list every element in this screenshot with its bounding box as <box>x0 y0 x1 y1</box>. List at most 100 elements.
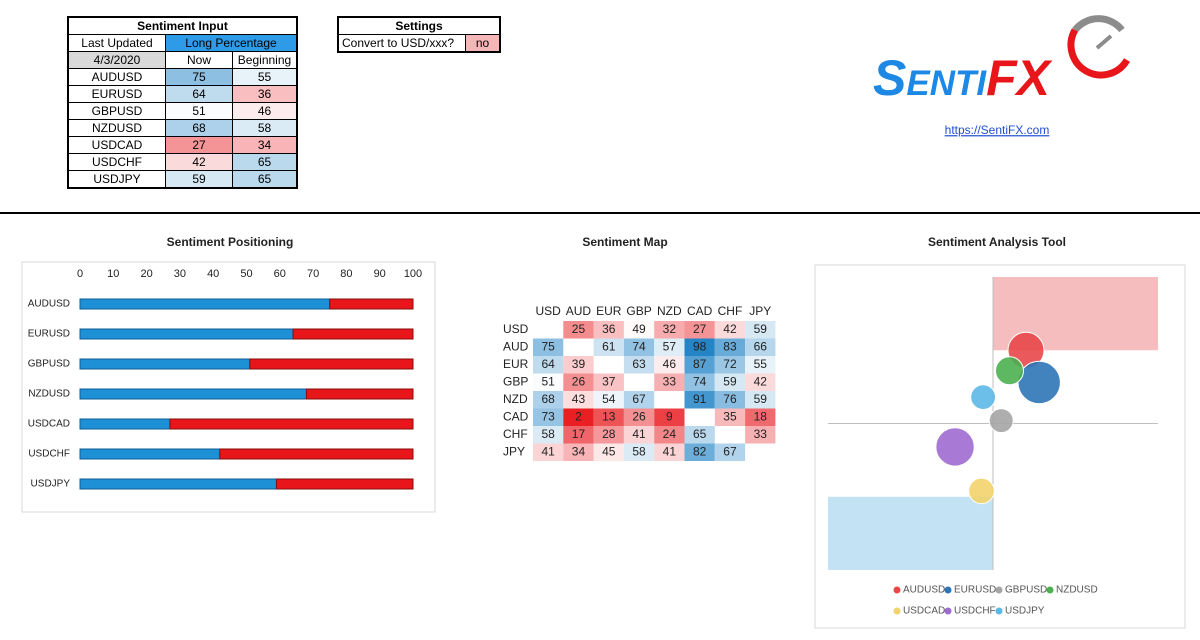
heat-cell <box>714 338 746 356</box>
bubble <box>970 384 996 411</box>
value-cell: 27 <box>165 136 233 154</box>
heat-cell <box>745 408 776 426</box>
x-tick-label: 70 <box>307 268 319 280</box>
heat-cell <box>623 426 655 444</box>
heat-label: 51 <box>541 374 555 388</box>
heat-cell <box>623 408 655 426</box>
legend-marker <box>944 607 952 615</box>
value-cell: 34 <box>232 136 298 154</box>
value-cell: 55 <box>232 68 298 86</box>
pair-cell: USDJPY <box>67 170 166 189</box>
table-title: Sentiment Input <box>67 16 298 35</box>
heat-cell <box>593 443 624 461</box>
heat-cell <box>593 338 624 356</box>
logo-part: Senti <box>873 50 987 106</box>
heat-label: 18 <box>754 409 768 423</box>
gauge-arc <box>1072 15 1125 33</box>
value-cell: 46 <box>232 102 298 120</box>
heat-label: 26 <box>572 374 586 388</box>
header-cell: Beginning <box>232 51 298 69</box>
logo-part: FX <box>986 50 1053 106</box>
heat-cell <box>684 373 715 391</box>
bar-segment <box>169 418 414 430</box>
bar-segment <box>79 388 307 400</box>
bubble <box>935 427 975 467</box>
table-title: Settings <box>337 16 501 35</box>
heat-cell <box>714 391 746 409</box>
settings-table: Settings Convert to USD/xxx? no <box>337 16 501 53</box>
legend-marker <box>1046 586 1054 594</box>
heat-cell <box>533 373 564 391</box>
heat-cell <box>623 356 655 374</box>
heat-cell <box>563 356 594 374</box>
heat-label: 39 <box>572 357 586 371</box>
header-cell: Long Percentage <box>165 34 298 52</box>
setting-value[interactable]: no <box>465 34 501 53</box>
legend-label: USDCAD <box>903 606 945 617</box>
heat-label: 75 <box>541 339 555 353</box>
heat-cell <box>533 408 564 426</box>
heat-label: 83 <box>723 339 737 353</box>
bar-segment <box>249 358 414 370</box>
heat-cell <box>714 321 746 339</box>
heat-label: 82 <box>693 444 707 458</box>
heat-label: 59 <box>754 322 768 336</box>
x-tick-label: 0 <box>77 268 83 280</box>
heat-label: 32 <box>663 322 677 336</box>
legend-label: NZDUSD <box>1056 585 1098 596</box>
bar-segment <box>219 448 414 460</box>
bar-segment <box>79 418 171 430</box>
bar-segment <box>79 358 251 370</box>
column-label: USD <box>535 304 561 318</box>
heat-cell <box>623 321 655 339</box>
heat-cell <box>745 321 776 339</box>
column-label: GBP <box>626 304 651 318</box>
heat-cell <box>745 338 776 356</box>
heat-cell <box>563 426 594 444</box>
logo-text: SentiFX <box>873 50 1053 106</box>
row-label: JPY <box>503 444 525 458</box>
heat-cell <box>623 391 655 409</box>
bar-segment <box>79 298 331 310</box>
heat-label: 36 <box>602 322 616 336</box>
heat-label: 37 <box>602 374 616 388</box>
heat-label: 63 <box>632 357 646 371</box>
y-tick-label: USDCHF <box>28 449 70 460</box>
heat-label: 42 <box>723 322 737 336</box>
row-label: EUR <box>503 357 529 371</box>
heat-cell <box>684 356 715 374</box>
pair-cell: USDCHF <box>67 153 166 171</box>
x-tick-label: 50 <box>240 268 252 280</box>
chart-frame <box>814 264 1186 629</box>
heat-label: 74 <box>632 339 646 353</box>
heat-label: 68 <box>541 392 555 406</box>
value-cell: 64 <box>165 85 233 103</box>
legend-marker <box>995 586 1003 594</box>
y-tick-label: USDJPY <box>31 479 71 490</box>
bar-segment <box>79 328 294 340</box>
heat-cell <box>563 443 594 461</box>
legend-label: EURUSD <box>954 585 996 596</box>
bar-segment <box>79 448 221 460</box>
heat-cell <box>593 321 624 339</box>
legend-label: USDJPY <box>1005 606 1045 617</box>
heat-cell <box>533 391 564 409</box>
heat-cell <box>745 426 776 444</box>
value-cell: 65 <box>232 170 298 189</box>
value-cell: 58 <box>232 119 298 137</box>
x-tick-label: 10 <box>107 268 119 280</box>
heat-label: 43 <box>572 392 586 406</box>
heat-label: 28 <box>602 427 616 441</box>
column-label: EUR <box>596 304 622 318</box>
heat-cell <box>745 373 776 391</box>
heat-cell <box>654 373 685 391</box>
x-tick-label: 40 <box>207 268 219 280</box>
heat-cell <box>714 373 746 391</box>
heat-cell <box>714 408 746 426</box>
column-label: CAD <box>687 304 713 318</box>
heat-label: 2 <box>575 409 582 423</box>
column-label: AUD <box>566 304 592 318</box>
heat-cell <box>714 356 746 374</box>
link[interactable]: https://SentiFX.com <box>945 123 1050 137</box>
